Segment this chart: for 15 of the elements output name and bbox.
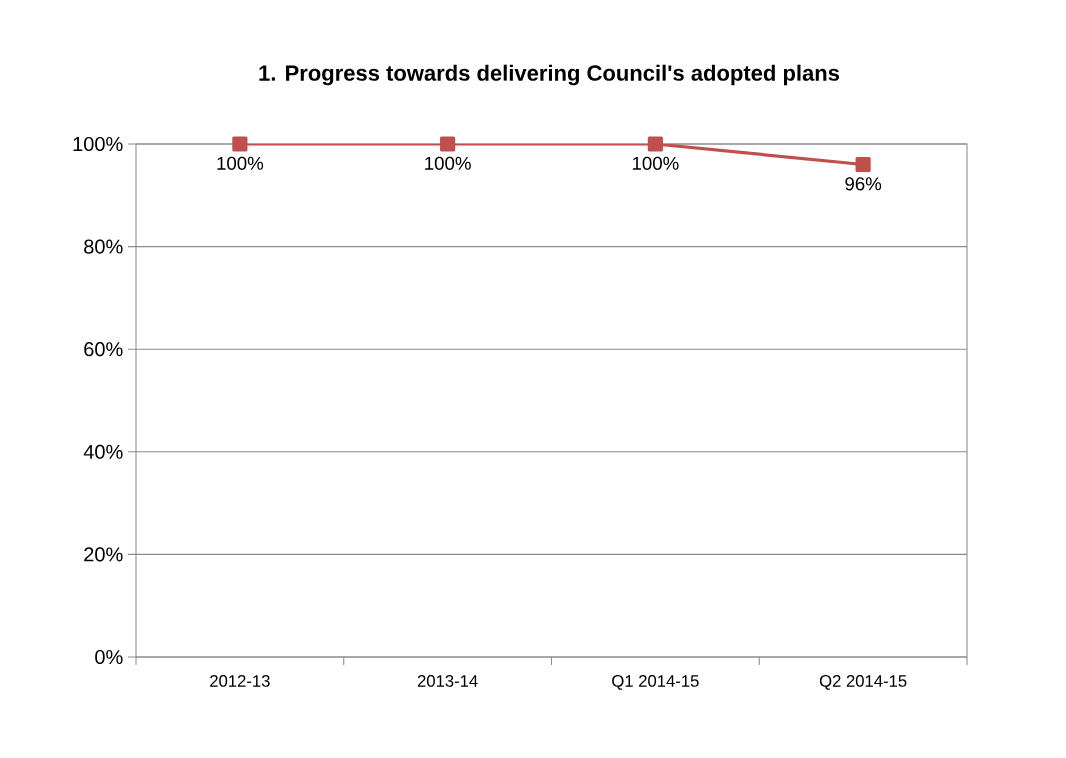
data-label: 100% xyxy=(217,156,264,170)
y-tick-label: 100% xyxy=(73,136,123,152)
y-tick-label: 0% xyxy=(95,649,123,665)
x-tick-label: Q1 2014-15 xyxy=(612,675,699,690)
data-label: 100% xyxy=(632,156,679,170)
y-tick-label: 20% xyxy=(84,547,123,562)
x-tick-label: 2012-13 xyxy=(210,675,270,687)
x-tick-label: Q2 2014-15 xyxy=(819,675,907,690)
chart-title: 1. Progress towards delivering Council's adopted plans xyxy=(259,64,840,86)
y-tick-label: 60% xyxy=(84,342,123,357)
data-label: 100% xyxy=(425,156,471,170)
x-tick-label: 2013-14 xyxy=(417,675,478,687)
y-tick-label: 80% xyxy=(84,239,123,254)
y-tick-label: 40% xyxy=(83,444,123,459)
data-label: 96% xyxy=(845,177,882,191)
